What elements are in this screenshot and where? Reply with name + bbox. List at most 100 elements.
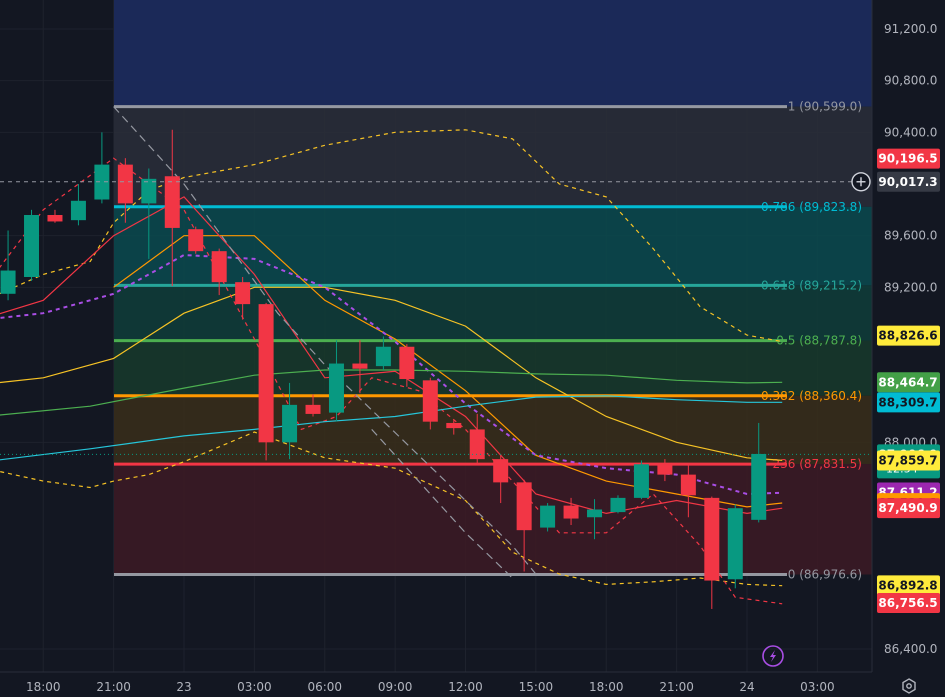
price-tag-bg: [877, 592, 940, 613]
candle[interactable]: [375, 336, 391, 370]
indicator-line: [113, 106, 537, 575]
x-tick-label: 03:00: [237, 680, 272, 694]
x-tick-label: 03:00: [800, 680, 835, 694]
price-tag-label: 90,196.5: [878, 152, 937, 166]
fib-zone: [114, 464, 872, 575]
lightning-icon-bolt: [770, 650, 776, 662]
candle-body: [704, 497, 720, 581]
fib-zone: [114, 206, 872, 286]
price-tag-bg: [877, 148, 940, 169]
price-tag-label: 87,490.9: [878, 501, 937, 515]
time-axis[interactable]: [0, 672, 872, 697]
candle-body: [94, 164, 110, 200]
fib-zone: [114, 106, 872, 207]
price-tag-label: 87,859.7: [878, 453, 937, 467]
candle[interactable]: [727, 504, 743, 589]
candle-body: [282, 404, 298, 443]
candle-body: [422, 380, 438, 422]
x-axis-ticks: 18:00 21:00 23 03:00 06:00 09:00 12:00 15:00 18:…: [26, 680, 835, 694]
price-tags: 90,017.3 90,196.5 88,826.6 88,464.7 88,309.7…: [877, 148, 940, 613]
candle[interactable]: [657, 459, 673, 482]
candle-body: [469, 429, 485, 460]
price-tag-bg: [877, 325, 940, 346]
gear-icon-shape: [902, 678, 916, 694]
candle-body: [47, 215, 63, 222]
candle[interactable]: [563, 497, 579, 525]
candle-body: [610, 497, 626, 513]
fib-level-label: 0 (86,976.6): [788, 568, 862, 582]
candle-body: [164, 176, 180, 228]
candle[interactable]: [352, 340, 368, 394]
candle[interactable]: [235, 277, 251, 320]
candle-body: [235, 282, 251, 305]
candle[interactable]: [587, 499, 603, 540]
candle-body: [328, 363, 344, 413]
price-tag: 88,309.7: [877, 392, 940, 413]
fib-level-label: 0.382 (88,360.4): [761, 389, 862, 403]
indicator-line: [371, 428, 513, 579]
candle-body: [24, 215, 40, 277]
indicator-line: [0, 196, 783, 515]
candle[interactable]: [680, 464, 696, 518]
fib-zone: [114, 395, 872, 465]
candle-body: [305, 404, 321, 414]
candle[interactable]: [305, 394, 321, 417]
candle[interactable]: [94, 132, 110, 204]
candle[interactable]: [328, 340, 344, 422]
candle-body: [563, 505, 579, 519]
candle[interactable]: [610, 495, 626, 514]
candle[interactable]: [24, 209, 40, 281]
candle[interactable]: [633, 460, 649, 500]
candle[interactable]: [282, 382, 298, 460]
price-tag: 88,464.7: [877, 372, 940, 393]
candle[interactable]: [258, 302, 274, 461]
candle[interactable]: [188, 226, 204, 254]
circle-plus-icon[interactable]: [851, 172, 871, 192]
candle-body: [258, 304, 274, 443]
candle-body: [657, 464, 673, 475]
price-tag-bg: [877, 575, 940, 596]
x-tick-label: 21:00: [96, 680, 131, 694]
candle[interactable]: [164, 129, 180, 287]
crosshair-price-tag: 90,017.3: [877, 171, 940, 192]
price-tag-label: 88,464.7: [878, 375, 937, 389]
candle[interactable]: [516, 479, 532, 572]
candle-body: [117, 164, 133, 204]
fib-level-label: 0.618 (89,215.2): [761, 278, 862, 292]
gear-icon[interactable]: [902, 678, 916, 694]
fib-level-label: 0.786 (89,823.8): [761, 200, 862, 214]
candle[interactable]: [469, 413, 485, 465]
lightning-icon[interactable]: [762, 645, 784, 667]
candle[interactable]: [704, 496, 720, 609]
fib-level-label: 1 (90,599.0): [788, 100, 862, 114]
y-tick-label: 86,400.0: [884, 642, 937, 656]
fib-retracement[interactable]: 1 (90,599.0) 0.786 (89,823.8) 0.618 (89,21…: [114, 100, 862, 582]
candle-body: [375, 346, 391, 367]
candle[interactable]: [493, 453, 509, 504]
price-tag-label: 86,756.5: [878, 596, 937, 610]
candle-body: [211, 251, 227, 283]
candle[interactable]: [117, 158, 133, 223]
indicator-line: [0, 157, 783, 605]
candle[interactable]: [446, 420, 462, 435]
candle[interactable]: [211, 248, 227, 296]
candle[interactable]: [540, 503, 556, 532]
fib-level-label: 0.5 (88,787.8): [776, 334, 862, 348]
x-tick-label: 12:00: [448, 680, 483, 694]
candle-body: [399, 346, 415, 380]
x-tick-label: 18:00: [589, 680, 624, 694]
candle[interactable]: [47, 209, 63, 223]
candle[interactable]: [141, 168, 157, 259]
candle[interactable]: [751, 422, 767, 523]
candle-body: [0, 270, 16, 294]
candle[interactable]: [70, 184, 86, 226]
y-tick-label: 91,200.0: [884, 22, 937, 36]
price-tag-label: 86,892.8: [878, 578, 937, 592]
price-tag: 87,859.7: [877, 450, 940, 471]
candle[interactable]: [422, 377, 438, 430]
y-tick-label: 90,400.0: [884, 125, 937, 139]
candle-body: [493, 459, 509, 483]
candle[interactable]: [0, 230, 16, 301]
candle[interactable]: [399, 344, 415, 387]
